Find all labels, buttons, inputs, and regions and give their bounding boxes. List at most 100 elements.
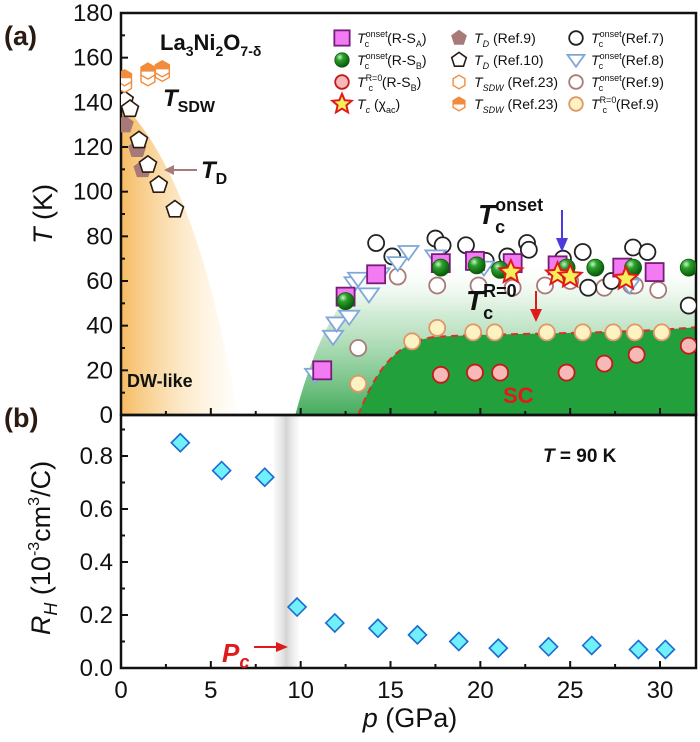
y-tick-label-b: 0.2 [80, 602, 113, 629]
data-point [367, 618, 389, 639]
data-point-fill [121, 69, 133, 79]
td-arrow-head [164, 165, 174, 175]
legend-label: Tonset c (R-SB) [357, 51, 427, 71]
legend-item: Tonset c (Ref.9) [568, 73, 664, 93]
data-point [129, 130, 149, 149]
y-axis-title-b: RH (10-3cm3/C) [26, 461, 61, 635]
legend-item: Tonset c (Ref.7) [568, 29, 664, 49]
data-point [324, 612, 345, 634]
panel-b-frame [119, 413, 698, 670]
legend-label: TR=0 c (Ref.9) [591, 95, 659, 115]
data-point [491, 363, 509, 382]
data-point [346, 271, 370, 289]
data-marks [121, 59, 696, 660]
temperature-label: T = 90 K [543, 446, 617, 467]
legend-marker [334, 74, 350, 90]
data-point [428, 276, 447, 295]
data-point-fill [140, 62, 156, 72]
data-point [149, 175, 169, 193]
series-tsdw-ref-23-half [121, 59, 171, 87]
data-point [638, 243, 657, 261]
data-point [519, 240, 538, 259]
legend-marker [451, 29, 467, 45]
data-point [403, 332, 421, 351]
y-tick-label-a: 60 [86, 268, 113, 295]
legend-item: TD (Ref.9) [451, 29, 536, 49]
sc-boundary-dashed [357, 326, 696, 415]
legend-item: TSDW (Ref.23) [452, 74, 558, 93]
legend-label: Tc (χac) [357, 96, 400, 115]
y-tick-label-a: 20 [86, 357, 113, 384]
data-point [349, 374, 368, 393]
y-tick-label-a: 40 [86, 313, 113, 340]
data-point [679, 336, 696, 355]
y-tick-label-a: 180 [73, 0, 113, 27]
x-tick-label: 25 [557, 677, 584, 704]
legend-marker [568, 96, 584, 112]
data-point [366, 264, 387, 285]
data-point [644, 262, 665, 282]
legend-marker [452, 96, 466, 112]
data-point [469, 276, 488, 295]
y-axis-title-a: T (K) [28, 184, 58, 244]
data-point [448, 631, 469, 652]
legend-label: TSDW (Ref.23) [474, 96, 558, 115]
sc-label: SC [503, 383, 534, 408]
sc-region [358, 327, 696, 415]
tc-r0-label: TcR=0 [466, 281, 517, 323]
data-point [649, 281, 668, 299]
y-tick-label-a: 0 [100, 402, 113, 429]
legend-label: TD (Ref.9) [474, 30, 536, 49]
panel-label-a: (a) [4, 21, 37, 51]
tc-r0-arrow-head [530, 309, 542, 322]
legend-label: Tonset c (Ref.9) [591, 73, 664, 93]
y-tick-label-a: 140 [73, 89, 113, 116]
data-point [488, 637, 509, 659]
data-point [140, 62, 156, 80]
series-tc-r-0-r-sb- [431, 336, 696, 384]
dw-like-label: DW-like [127, 371, 193, 391]
data-point [655, 639, 676, 660]
data-point [357, 287, 381, 304]
data-point [627, 345, 646, 364]
panel-label-b: (b) [4, 403, 38, 433]
series-td-ref-10- [121, 90, 185, 218]
data-point [321, 329, 345, 347]
y-tick-label-b: 0.4 [80, 549, 113, 576]
data-point-fill [154, 60, 170, 70]
data-point [464, 323, 483, 342]
data-point [652, 323, 671, 342]
legend-item: TR=0 c (Ref.9) [568, 95, 659, 115]
data-point [466, 363, 484, 382]
data-point [349, 339, 368, 357]
data-point [165, 199, 185, 218]
data-point [625, 323, 644, 342]
y-tick-label-b: 0.0 [80, 655, 113, 682]
y-tick-label-b: 0.8 [80, 443, 113, 470]
data-point [121, 68, 133, 87]
data-point [431, 258, 450, 277]
legend-marker [568, 30, 584, 46]
y-tick-label-a: 120 [73, 134, 113, 161]
legend-marker-fill [452, 96, 466, 105]
legend-marker [334, 52, 350, 68]
tc-onset-label: Tconset [478, 195, 543, 237]
tc-onset-arrow-head [556, 238, 568, 252]
td-label: TD [201, 157, 227, 188]
series-tc-r-0-ref-9- [349, 318, 671, 393]
panel-a-regions [121, 102, 696, 415]
data-point [211, 460, 232, 481]
data-point [457, 236, 475, 255]
axes: 0 20 40 60 80 100 120 140 160 180 0.0 0.2 0.4 0.6 0.8 0… [73, 0, 673, 704]
data-point [428, 318, 447, 337]
pc-arrow-head [276, 642, 288, 652]
legend-marker [565, 54, 587, 69]
panel-b-points [170, 432, 676, 660]
data-point [396, 245, 421, 262]
data-point [628, 639, 649, 660]
legend-marker [450, 51, 468, 67]
data-point [286, 596, 308, 618]
y-tick-label-a: 100 [73, 179, 113, 206]
legend-marker [568, 74, 584, 90]
data-point [679, 296, 696, 315]
